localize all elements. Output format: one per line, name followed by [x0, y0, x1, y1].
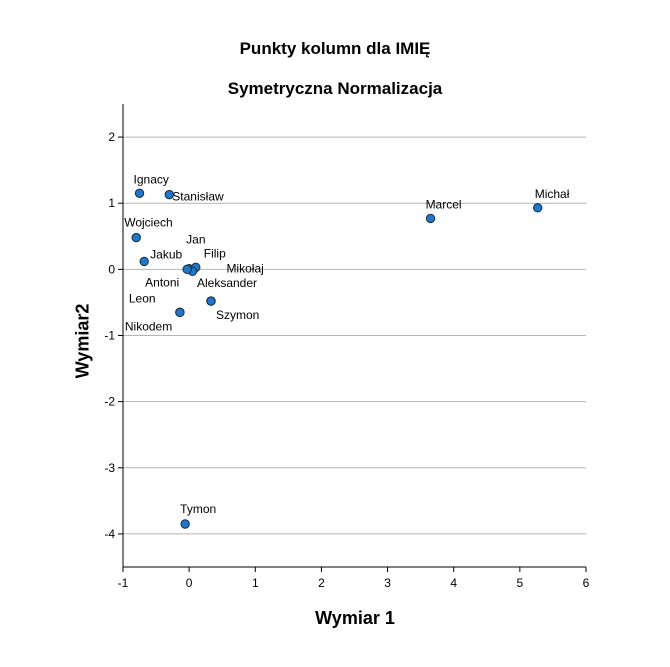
data-point — [182, 264, 192, 275]
point-label: Marcel — [426, 197, 462, 211]
x-tick-label: 0 — [186, 576, 193, 590]
data-point — [164, 189, 175, 200]
data-point — [134, 188, 145, 198]
point-label: Nikodem — [125, 319, 172, 333]
y-tick-label: 2 — [108, 130, 115, 144]
axis-layer: 2 1 0 -1 -2 -3 -4 -1 0 1 2 3 4 5 6 — [104, 104, 590, 590]
x-tick-label: 6 — [583, 576, 590, 590]
data-point — [533, 203, 543, 213]
point-label: Jakub — [150, 247, 182, 261]
grid-layer — [123, 136, 586, 535]
point-label: Filip — [204, 246, 226, 260]
y-axis-title: Wymiar2 — [72, 303, 93, 379]
data-point — [180, 519, 190, 529]
point-label: Wojciech — [124, 216, 172, 230]
point-label: Jan — [186, 233, 205, 247]
y-tick-label: 0 — [108, 262, 115, 276]
point-label: Szymon — [216, 308, 259, 322]
data-point — [175, 307, 185, 318]
point-layer — [131, 188, 543, 529]
x-tick-label: 3 — [384, 576, 391, 590]
point-label: Mikołaj — [226, 261, 263, 275]
point-label: Michał — [535, 187, 570, 201]
point-label: Aleksander — [197, 276, 257, 290]
data-point — [131, 232, 141, 243]
chart-title: Punkty kolumn dla IMIĘ — [239, 39, 431, 58]
y-tick-label: -1 — [104, 329, 115, 343]
data-point — [206, 296, 216, 306]
point-label: Antoni — [145, 275, 179, 289]
point-label: Tymon — [180, 502, 216, 516]
x-axis-title: Wymiar 1 — [315, 608, 395, 628]
data-point — [425, 213, 436, 224]
data-point — [139, 256, 149, 267]
point-label: Leon — [129, 291, 156, 305]
chart-subtitle: Symetryczna Normalizacja — [227, 79, 443, 98]
y-tick-label: -2 — [104, 395, 115, 409]
point-label: Ignacy — [134, 172, 169, 186]
point-label: Stanisław — [172, 190, 224, 204]
x-tick-label: 1 — [252, 576, 259, 590]
x-tick-label: 2 — [318, 576, 325, 590]
y-tick-label: -4 — [104, 527, 115, 541]
x-tick-label: 5 — [517, 576, 524, 590]
y-tick-label: 1 — [108, 196, 115, 210]
y-tick-label: -3 — [104, 461, 115, 475]
x-tick-label: -1 — [118, 576, 129, 590]
x-tick-label: 4 — [450, 576, 457, 590]
